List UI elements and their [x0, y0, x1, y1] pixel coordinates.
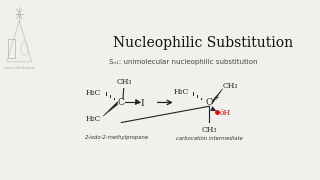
Text: H₃C: H₃C — [86, 115, 101, 123]
Text: carbocation intermediate: carbocation intermediate — [176, 136, 242, 141]
Bar — [8, 39, 15, 58]
Text: CH₃: CH₃ — [117, 78, 132, 86]
Text: C: C — [205, 98, 212, 107]
Polygon shape — [103, 102, 117, 116]
Text: Lejaren Web Academy: Lejaren Web Academy — [4, 66, 35, 70]
Text: Nucleophilic Substitution: Nucleophilic Substitution — [113, 36, 293, 50]
Text: H₃C: H₃C — [86, 89, 101, 97]
Polygon shape — [212, 89, 223, 104]
Text: I: I — [140, 99, 144, 108]
Text: 2-iodo-2-methylpropane: 2-iodo-2-methylpropane — [85, 135, 149, 140]
Text: C: C — [118, 98, 125, 107]
Text: öH: öH — [220, 109, 231, 117]
Text: +: + — [213, 94, 219, 102]
Text: H₃C: H₃C — [173, 88, 189, 96]
Text: CH₃: CH₃ — [201, 125, 217, 134]
FancyArrowPatch shape — [211, 107, 215, 111]
Text: Sₙ₁: unimolecular nucleophilic substitution: Sₙ₁: unimolecular nucleophilic substitut… — [109, 59, 258, 65]
FancyArrowPatch shape — [135, 100, 140, 104]
Text: CH₃: CH₃ — [223, 82, 238, 89]
